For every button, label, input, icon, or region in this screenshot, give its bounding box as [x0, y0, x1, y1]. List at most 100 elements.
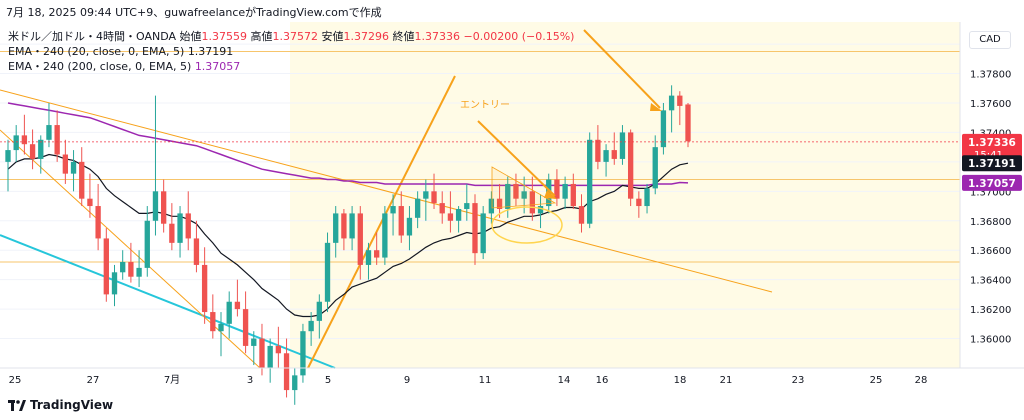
candle-body — [423, 191, 429, 199]
price-tick-label: 1.36200 — [970, 305, 1011, 316]
candle-body — [185, 213, 191, 239]
candle-body — [341, 213, 347, 239]
ema200-label: EMA・240 (200, close, 0, EMA, 5) — [8, 60, 192, 73]
time-tick-label: 27 — [87, 375, 100, 386]
candle-body — [152, 191, 159, 221]
candle-body — [144, 220, 150, 268]
candle-body — [267, 345, 273, 368]
entry-arrowhead — [544, 190, 557, 199]
candle-body — [308, 320, 314, 332]
price-tick-label: 1.37000 — [970, 187, 1011, 198]
time-tick-label: 21 — [720, 375, 733, 386]
ema20-value: 1.37191 — [187, 45, 234, 58]
candle-body — [29, 144, 36, 159]
tradingview-logo-icon — [8, 400, 26, 411]
candle-body — [382, 213, 388, 258]
grid — [0, 43, 960, 340]
close-value: 1.37336 — [414, 30, 461, 43]
ema200-tag-text: 1.37057 — [968, 178, 1016, 190]
price-tick-label: 1.36600 — [970, 246, 1011, 257]
annotations: エントリー — [460, 29, 662, 244]
candle-body — [169, 223, 175, 243]
candle-body — [70, 161, 77, 174]
ema200-legend[interactable]: EMA・240 (200, close, 0, EMA, 5) 1.37057 — [8, 60, 240, 74]
low-label: 安値 — [321, 30, 344, 43]
candle-body — [177, 213, 183, 243]
candle-body — [685, 104, 691, 142]
candle-body — [529, 191, 535, 214]
candle-body — [595, 139, 601, 162]
candle-body — [38, 139, 44, 159]
ema20-legend[interactable]: EMA・240 (20, close, 0, EMA, 5) 1.37191 — [8, 45, 233, 59]
candle-body — [210, 312, 216, 332]
candle-body — [5, 150, 11, 162]
chart-title-line: 7月 18, 2025 09:44 UTC+9、guwafreelanceがTr… — [6, 6, 382, 19]
candle-body — [13, 135, 19, 151]
candle-body — [218, 323, 224, 332]
candle-body — [554, 179, 560, 199]
candle-body — [46, 125, 52, 140]
candle-body — [120, 261, 126, 273]
last-price-tag-bg — [962, 133, 1022, 162]
impulse-arrow-line — [307, 75, 456, 369]
time-tick-label: 23 — [792, 375, 805, 386]
close-label: 終値 — [392, 30, 415, 43]
open-value: 1.37559 — [201, 30, 248, 43]
candle-body — [578, 206, 585, 224]
entry-triangle — [491, 166, 557, 209]
ema20-label: EMA・240 (20, close, 0, EMA, 5) — [8, 45, 185, 58]
candle-body — [251, 338, 257, 346]
entry-label: エントリー — [460, 100, 510, 111]
candle-body — [496, 198, 503, 209]
candle-body — [660, 110, 667, 148]
candle-body — [333, 213, 339, 243]
ema20-tag-text: 1.37191 — [968, 158, 1016, 170]
candle-body — [357, 213, 363, 265]
tradingview-brand: TradingView — [8, 398, 113, 412]
ema20-line — [7, 153, 689, 318]
horizontal-lines — [0, 50, 960, 263]
time-tick-label: 18 — [674, 375, 687, 386]
high-value: 1.37572 — [272, 30, 319, 43]
channel-line — [0, 234, 336, 369]
time-tick-label: 14 — [558, 375, 571, 386]
time-tick-label: 16 — [596, 375, 609, 386]
candle-body — [488, 198, 495, 214]
candle-body — [316, 301, 322, 321]
candle-body — [111, 272, 118, 295]
candle-body — [79, 161, 85, 199]
price-tick-label: 1.37600 — [970, 99, 1011, 110]
target-arrow-shaft — [583, 29, 661, 109]
time-tick-label: 5 — [325, 375, 331, 386]
candle-body — [136, 267, 142, 277]
candle-body — [95, 206, 101, 239]
price-tick-label: 1.36800 — [970, 217, 1011, 228]
candle-body — [62, 154, 69, 174]
candle-body — [603, 150, 609, 162]
candle-body — [365, 250, 372, 265]
symbol-label[interactable]: 米ドル／加ドル・4時間・OANDA — [8, 30, 177, 43]
candle-body — [259, 338, 265, 368]
candle-body — [521, 191, 527, 199]
price-axis: 1.380001.378001.376001.374001.372001.370… — [970, 40, 1011, 345]
time-tick-label: 11 — [479, 375, 492, 386]
candle-body — [587, 139, 593, 224]
candle-body — [193, 238, 200, 265]
candle-body — [300, 331, 306, 376]
candle-body — [513, 183, 519, 199]
brand-name: TradingView — [30, 398, 114, 412]
last-price-tag-text: 1.37336 — [968, 137, 1016, 149]
candle-body — [677, 95, 683, 106]
candle-body — [505, 183, 511, 209]
candle-body — [201, 264, 208, 313]
entry-arrow-shaft — [477, 120, 556, 197]
candle-body — [562, 183, 568, 199]
high-label: 高値 — [250, 30, 273, 43]
ohlc-legend: 米ドル／加ドル・4時間・OANDA 始値1.37559 高値1.37572 安値… — [8, 30, 574, 44]
currency-button[interactable]: CAD — [969, 31, 1011, 49]
time-tick-label: 9 — [404, 375, 410, 386]
candle-body — [324, 242, 331, 302]
time-tick-label: 25 — [9, 375, 22, 386]
candle-body — [644, 188, 650, 207]
